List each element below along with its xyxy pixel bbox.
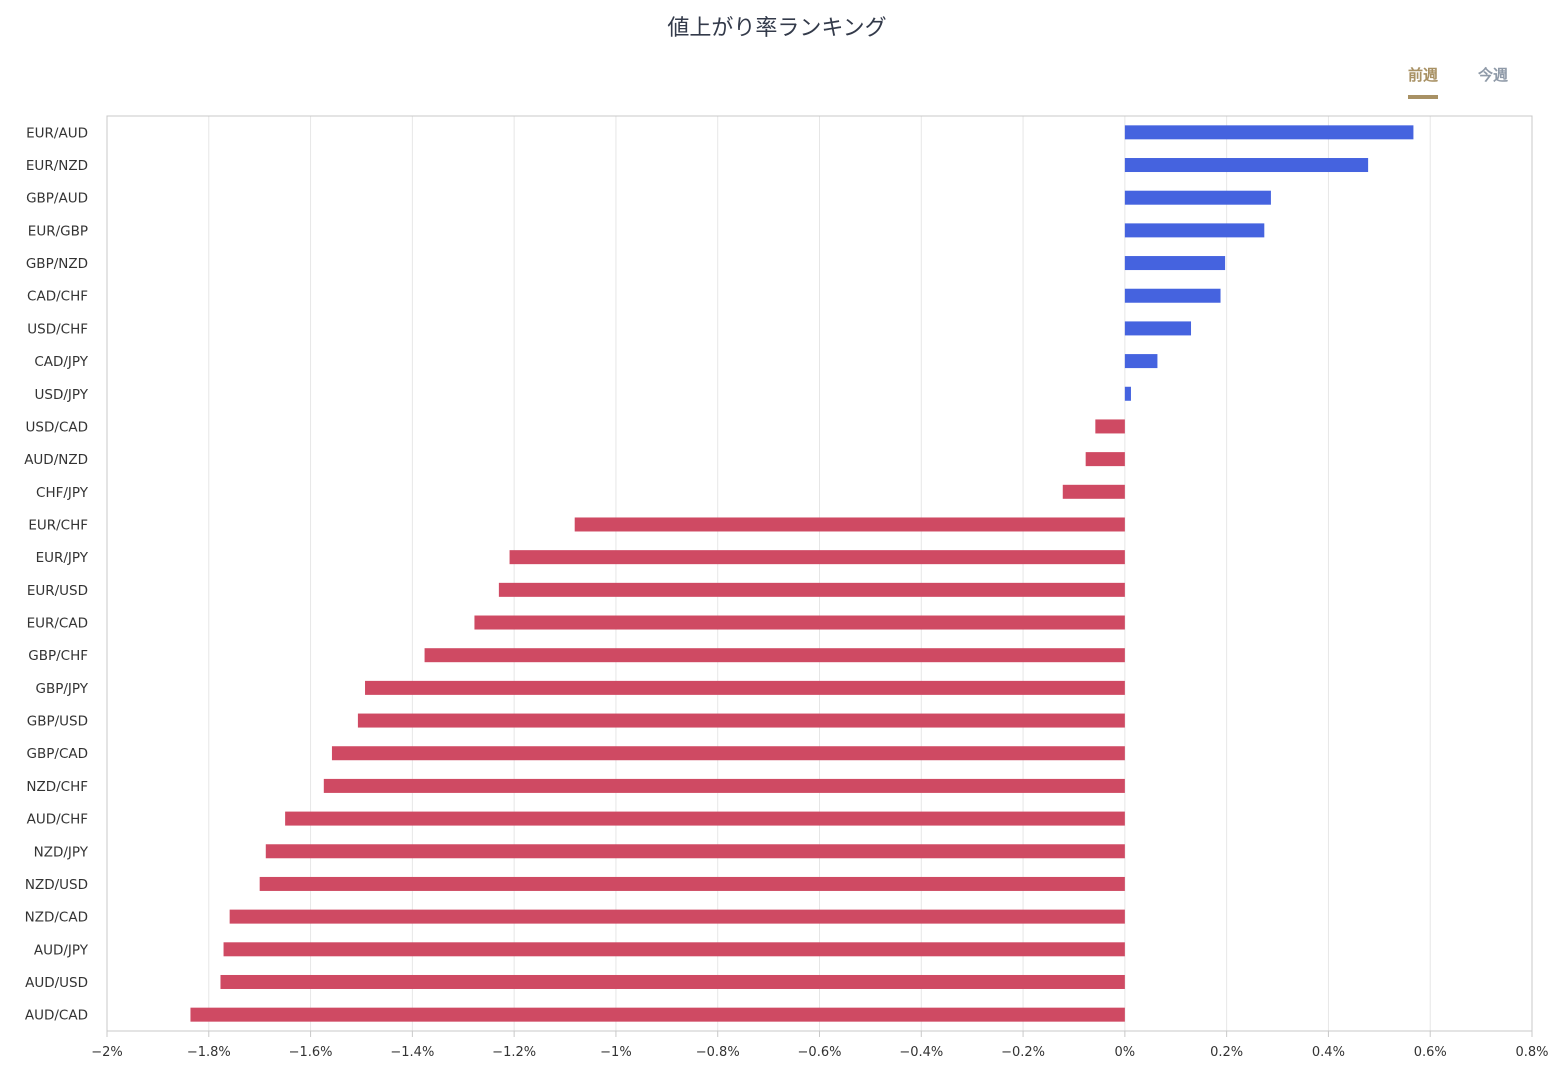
category-label: NZD/CAD	[25, 910, 88, 926]
bar[interactable]	[424, 648, 1125, 663]
bar[interactable]	[498, 582, 1125, 597]
category-label: EUR/USD	[27, 583, 88, 599]
bar[interactable]	[1095, 419, 1125, 434]
category-label: USD/JPY	[35, 387, 89, 403]
chart-title: 値上がり率ランキング	[667, 16, 887, 41]
bars	[190, 125, 1414, 1022]
category-label: AUD/NZD	[24, 452, 88, 468]
category-label: EUR/NZD	[26, 158, 88, 174]
category-label: GBP/CHF	[28, 648, 88, 664]
x-tick-label: −1.6%	[289, 1045, 333, 1060]
x-tick-label: −1.2%	[492, 1045, 536, 1060]
bar[interactable]	[357, 713, 1125, 728]
x-tick-label: −0.4%	[899, 1045, 943, 1060]
bar[interactable]	[1124, 223, 1265, 238]
bar[interactable]	[229, 909, 1125, 924]
category-label: EUR/JPY	[36, 550, 89, 566]
tab-last-week[interactable]: 前週	[1407, 64, 1438, 99]
category-label: AUD/JPY	[34, 942, 89, 958]
category-label: GBP/AUD	[26, 191, 88, 207]
x-tick-label: −1.4%	[390, 1045, 434, 1060]
x-tick-label: −2%	[91, 1045, 123, 1060]
x-tick-label: 0.2%	[1210, 1045, 1243, 1060]
grid-lines	[106, 116, 1533, 1031]
category-labels: EUR/AUD EUR/NZD GBP/AUD EUR/GBP GBP/NZD CAD/C…	[24, 125, 89, 1023]
category-label: USD/CHF	[27, 321, 88, 337]
bar[interactable]	[1124, 125, 1414, 140]
category-label: AUD/CAD	[25, 1008, 88, 1024]
bar[interactable]	[220, 974, 1125, 989]
bar[interactable]	[285, 811, 1125, 826]
category-label: USD/CAD	[26, 419, 88, 435]
bar[interactable]	[1085, 452, 1125, 467]
category-label: GBP/NZD	[26, 256, 88, 272]
bar[interactable]	[1124, 190, 1271, 205]
bar[interactable]	[323, 778, 1125, 793]
bar[interactable]	[331, 746, 1125, 761]
category-label: CHF/JPY	[36, 485, 89, 501]
bar[interactable]	[1124, 288, 1221, 303]
bar[interactable]	[1124, 158, 1369, 173]
x-tick-label: 0.4%	[1312, 1045, 1345, 1060]
x-tick-label: −0.8%	[696, 1045, 740, 1060]
x-tick-label: −0.2%	[1001, 1045, 1045, 1060]
bar[interactable]	[574, 517, 1125, 532]
x-tick-label: 0.8%	[1515, 1045, 1548, 1060]
category-label: CAD/CHF	[27, 289, 88, 305]
category-label: EUR/CAD	[27, 616, 88, 632]
category-label: NZD/CHF	[26, 779, 88, 795]
bar[interactable]	[1124, 386, 1131, 401]
x-tick-label: −1.8%	[187, 1045, 231, 1060]
category-label: NZD/USD	[25, 877, 88, 893]
category-label: EUR/GBP	[28, 223, 88, 239]
x-tick-label: −0.6%	[798, 1045, 842, 1060]
bar[interactable]	[1124, 354, 1158, 369]
tab-this-week[interactable]: 今週	[1477, 66, 1508, 84]
x-axis-ticks: −2% −1.8% −1.6% −1.4% −1.2% −1% −0.8% −0.6% −0.4…	[91, 1031, 1549, 1060]
bar[interactable]	[474, 615, 1125, 630]
plot-border	[106, 115, 1533, 1032]
category-label: AUD/CHF	[27, 812, 88, 828]
bar[interactable]	[1124, 256, 1226, 271]
bar[interactable]	[1062, 484, 1125, 499]
x-tick-label: 0.6%	[1414, 1045, 1447, 1060]
bar[interactable]	[223, 942, 1125, 957]
category-label: AUD/USD	[25, 975, 88, 991]
bar[interactable]	[365, 680, 1125, 695]
bar[interactable]	[509, 550, 1125, 565]
bar[interactable]	[259, 876, 1125, 891]
category-label: GBP/USD	[27, 714, 88, 730]
bar[interactable]	[190, 1007, 1125, 1022]
category-label: EUR/AUD	[26, 125, 88, 141]
bar[interactable]	[1124, 321, 1192, 336]
period-tabs: 前週 今週	[1407, 64, 1508, 99]
category-label: EUR/CHF	[28, 517, 88, 533]
x-tick-label: 0%	[1115, 1045, 1136, 1060]
category-label: GBP/JPY	[36, 681, 89, 697]
category-label: NZD/JPY	[34, 844, 89, 860]
bar[interactable]	[265, 844, 1125, 859]
category-label: CAD/JPY	[34, 354, 88, 370]
category-label: GBP/CAD	[27, 746, 88, 762]
x-tick-label: −1%	[600, 1045, 632, 1060]
